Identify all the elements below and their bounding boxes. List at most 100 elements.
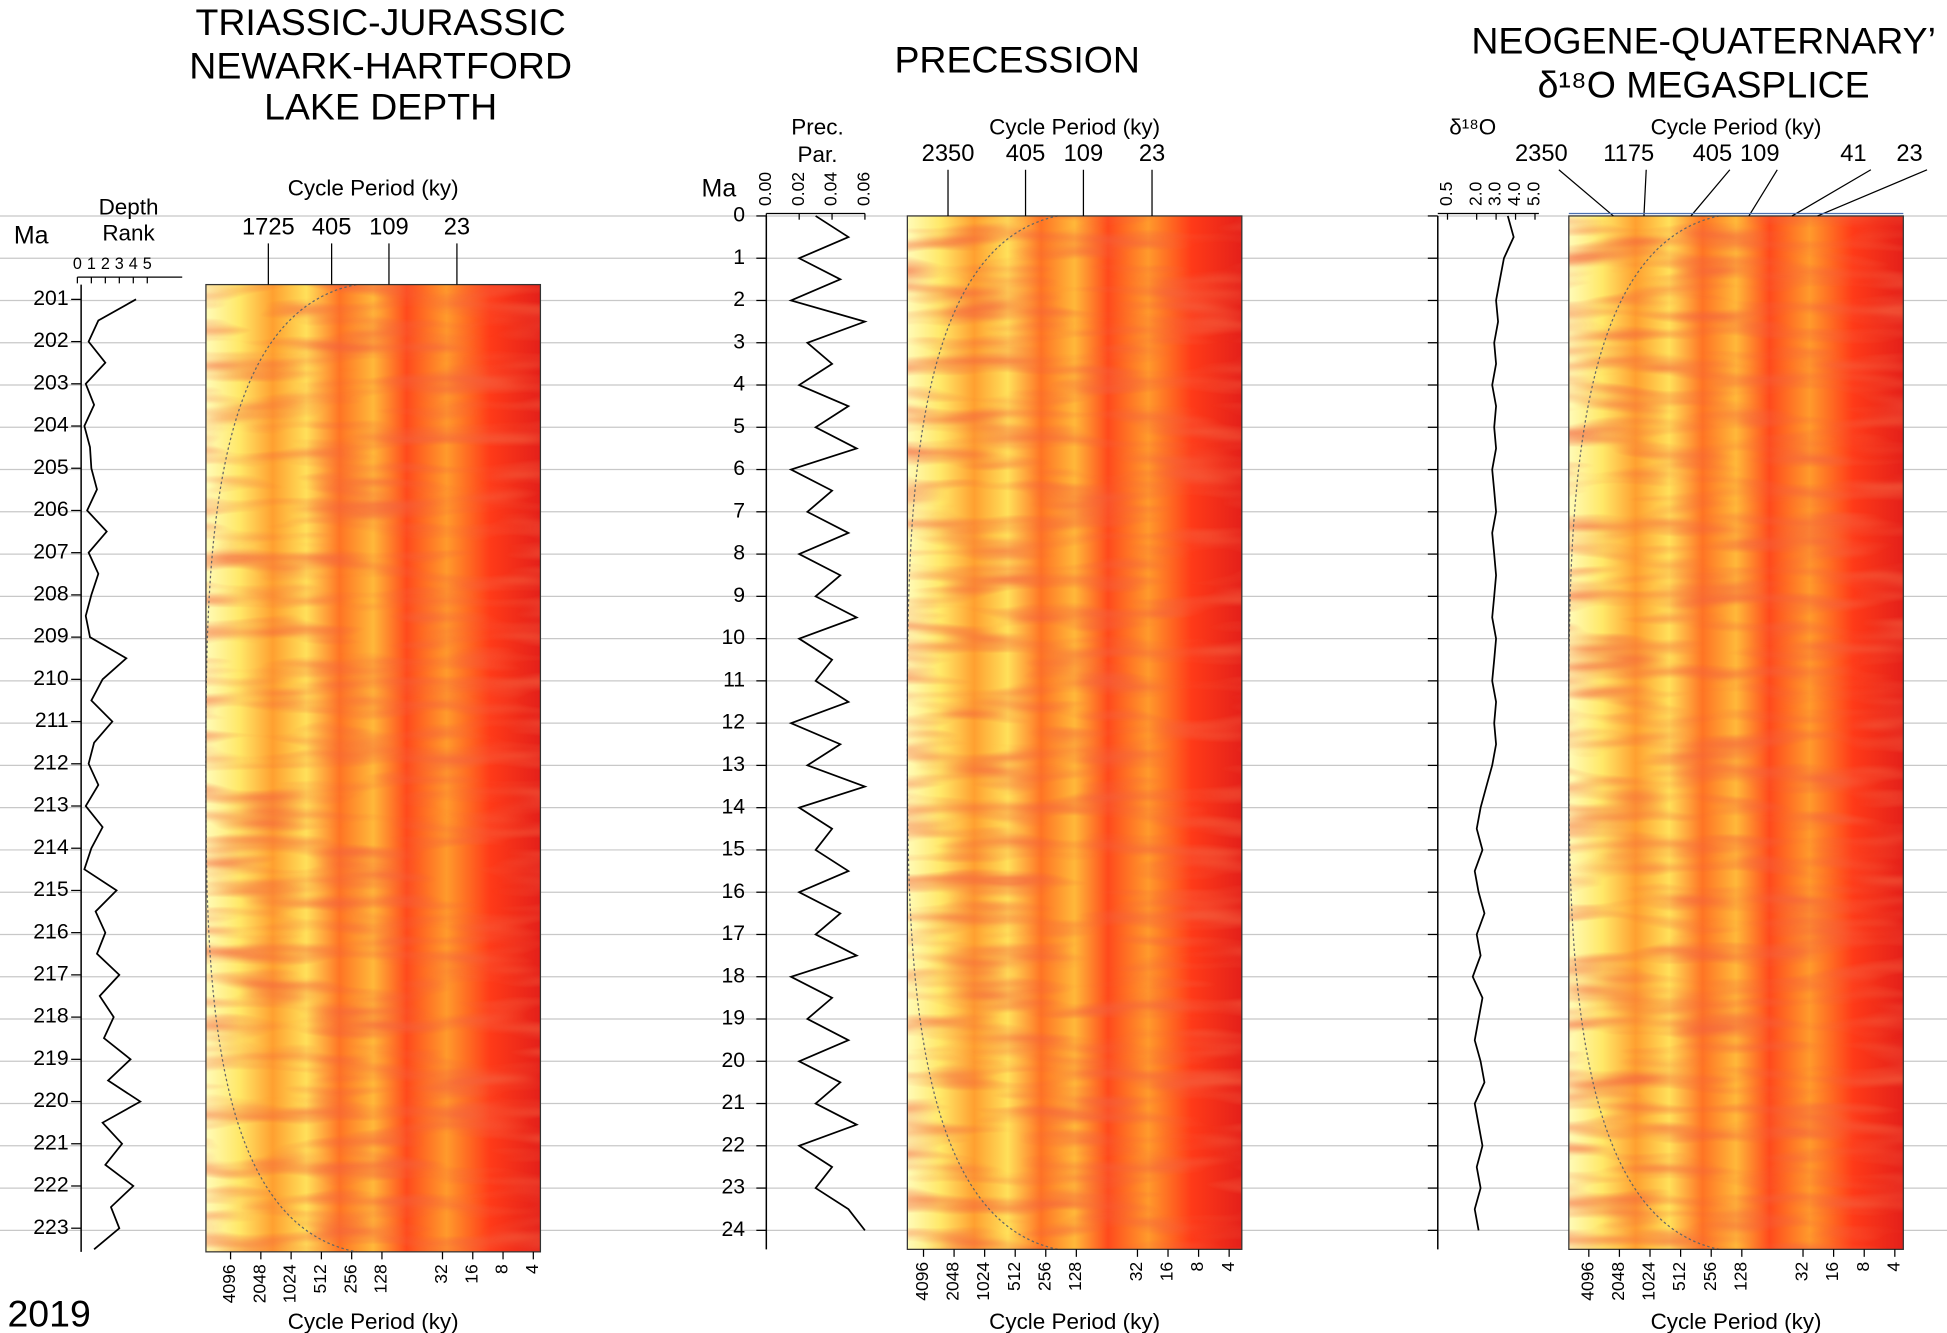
panel-title: δ¹⁸O MEGASPLICE — [1538, 63, 1870, 105]
x-tick-label: 2.0 — [1465, 181, 1485, 206]
panel-title: LAKE DEPTH — [264, 86, 497, 128]
y-tick-label: 22 — [722, 1133, 746, 1156]
x-tick-label: 16 — [1157, 1262, 1177, 1281]
x-tick-label: 2 — [101, 255, 110, 273]
y-tick-label: 6 — [733, 457, 745, 480]
x2-tick — [1643, 169, 1647, 216]
x-tick-label: 512 — [1669, 1262, 1689, 1291]
x2-tick — [1558, 169, 1614, 217]
series-line — [788, 215, 868, 1231]
x2-tick-label: 405 — [312, 215, 352, 241]
x2-axis-label: Cycle Period (ky) — [1651, 115, 1822, 140]
panel-title: TRIASSIC-JURASSIC — [196, 1, 566, 43]
y-tick-label: 17 — [722, 922, 746, 945]
x-tick-label: 128 — [1065, 1262, 1085, 1291]
y-tick-label: 216 — [33, 920, 68, 943]
y-tick-label: 14 — [722, 795, 746, 818]
y-tick-label: 12 — [722, 711, 746, 734]
x2-axis-label: Cycle Period (ky) — [989, 115, 1160, 140]
y-tick-label: 13 — [722, 753, 746, 776]
y-tick-label: 16 — [722, 880, 746, 903]
y-tick-label: 2 — [733, 288, 745, 311]
x-tick-label: 512 — [310, 1264, 330, 1293]
x-tick-label: 0.04 — [821, 172, 841, 206]
y-tick-label: 5 — [733, 415, 745, 438]
y-tick-label: 0 — [733, 204, 745, 227]
x-tick-label: 3 — [115, 255, 124, 273]
panel-title: PRECESSION — [894, 38, 1139, 80]
x-axis-label: Depth — [99, 194, 159, 219]
y-tick-label: 201 — [33, 287, 68, 310]
panel-title: NEOGENE-QUATERNARY’ — [1471, 20, 1936, 62]
panel-title: NEWARK-HARTFORD — [189, 45, 572, 87]
x-tick-label: 1 — [87, 255, 96, 273]
x2-tick-label: 1725 — [242, 215, 295, 241]
x2-tick — [1791, 169, 1872, 217]
y-tick-label: 23 — [722, 1176, 746, 1199]
x2-tick-label: 2350 — [1515, 141, 1568, 167]
wavelet-texture — [907, 215, 1242, 1250]
y-tick-label: 10 — [722, 626, 746, 649]
x-axis-label: Par. — [798, 142, 838, 167]
y-axis-label: Ma — [14, 222, 49, 250]
x-tick-label: 4096 — [912, 1262, 932, 1301]
x-tick-label: 4 — [1218, 1262, 1238, 1272]
y-tick-label: 218 — [33, 1005, 68, 1028]
x-tick-label: 4096 — [219, 1264, 239, 1303]
y-tick-label: 9 — [733, 584, 745, 607]
x-axis-label: Cycle Period (ky) — [1651, 1309, 1822, 1333]
x-tick-label: 5 — [143, 255, 152, 273]
x-tick-label: 4096 — [1577, 1262, 1597, 1301]
y-tick-label: 204 — [33, 414, 69, 437]
x-tick-label: 0.06 — [854, 172, 874, 206]
y-tick-label: 4 — [733, 373, 745, 396]
x-tick-label: 2048 — [249, 1264, 269, 1303]
y-tick-label: 222 — [33, 1174, 68, 1197]
y-tick-label: 215 — [33, 878, 68, 901]
y-tick-label: 217 — [33, 962, 68, 985]
y-tick-label: 21 — [722, 1091, 746, 1114]
cone-of-influence — [205, 283, 357, 1253]
plot-frame — [1568, 215, 1904, 1250]
x-tick-label: 1024 — [1639, 1262, 1659, 1301]
x2-tick-label: 405 — [1693, 141, 1733, 167]
year-label: 2019 — [7, 1293, 90, 1333]
x-tick-label: 0.5 — [1436, 182, 1456, 206]
y-tick-label: 205 — [33, 456, 68, 479]
x-tick-label: 512 — [1004, 1262, 1024, 1291]
y-tick-label: 15 — [722, 838, 746, 861]
x-tick-label: 256 — [1034, 1262, 1054, 1291]
x-tick-label: 0.00 — [755, 172, 775, 206]
y-tick-label: 202 — [33, 329, 68, 352]
y-tick-label: 207 — [33, 540, 68, 563]
x-tick-label: 5.0 — [1524, 181, 1544, 206]
y-tick-label: 212 — [33, 751, 68, 774]
panels: 2012022032042052062072082092102112122132… — [14, 1, 1936, 1333]
x-tick-label: 4 — [522, 1264, 542, 1274]
x2-tick-label: 1175 — [1603, 141, 1654, 167]
plot-frame — [205, 283, 542, 1253]
x-tick-label: 128 — [1730, 1262, 1750, 1291]
y-tick-label: 8 — [733, 542, 745, 565]
wavelet-texture — [205, 284, 541, 1252]
x-tick-label: 16 — [461, 1264, 481, 1283]
x-axis-label: Cycle Period (ky) — [288, 1309, 459, 1333]
x-tick-label: 4 — [1883, 1262, 1903, 1272]
x2-tick-label: 109 — [369, 215, 409, 241]
y-tick-label: 1 — [733, 246, 745, 269]
x-tick-label: 128 — [371, 1264, 391, 1293]
x-tick-label: 0 — [73, 255, 82, 273]
x2-axis-label: Cycle Period (ky) — [288, 176, 459, 201]
x-tick-label: 1024 — [280, 1264, 300, 1303]
x-tick-label: 256 — [1700, 1262, 1720, 1291]
y-tick-label: 11 — [723, 668, 745, 691]
x-tick-label: 32 — [1126, 1262, 1146, 1281]
y-tick-label: 18 — [722, 964, 746, 987]
x-tick-label: 256 — [340, 1264, 360, 1293]
x-tick-label: 8 — [1853, 1262, 1873, 1272]
y-tick-label: 3 — [733, 330, 745, 353]
x-tick-label: 8 — [492, 1264, 512, 1274]
x2-tick — [1690, 169, 1731, 217]
x-axis-label: Cycle Period (ky) — [989, 1309, 1160, 1333]
x2-tick-label: 405 — [1006, 141, 1046, 167]
